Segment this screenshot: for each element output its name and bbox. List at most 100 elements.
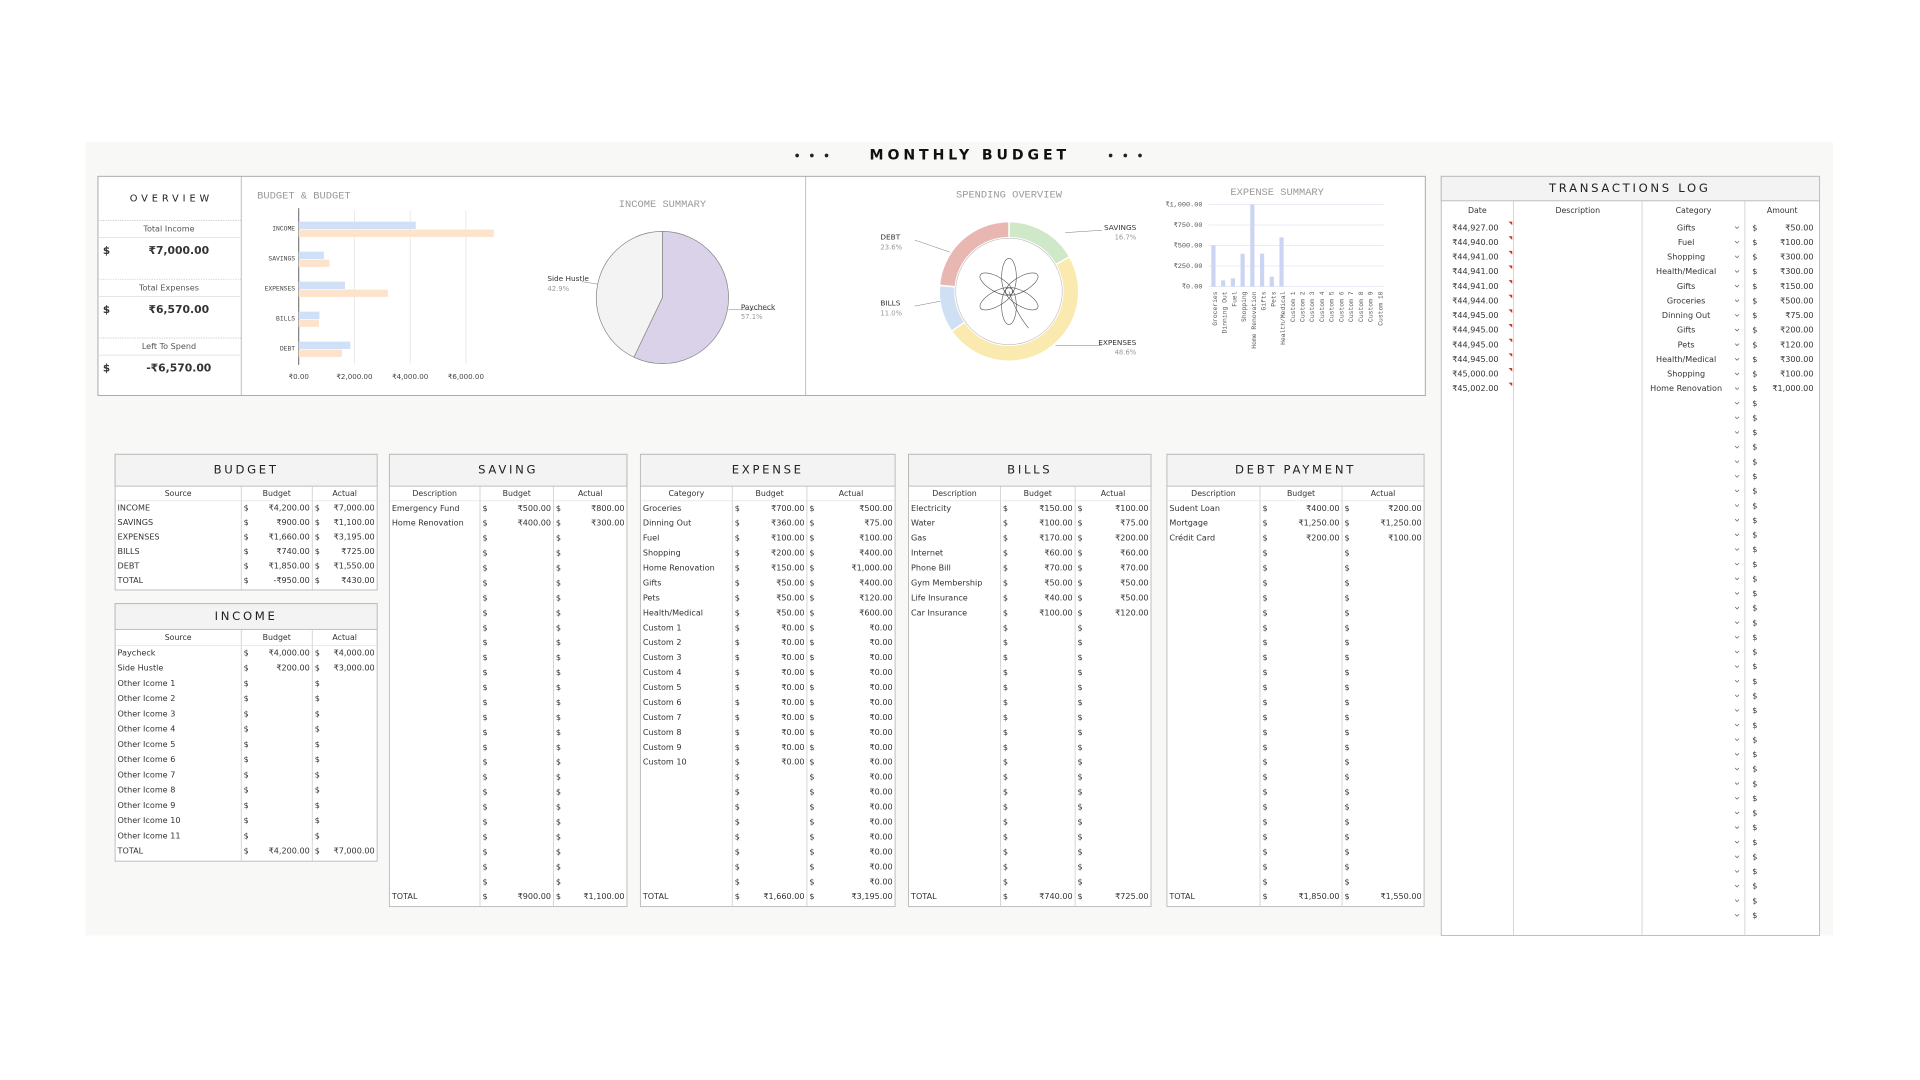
currency: $	[1262, 727, 1267, 737]
currency: $	[1262, 772, 1267, 782]
column-bar	[1230, 278, 1235, 287]
currency: $	[1752, 793, 1757, 803]
x-tick-label: ₹6,000.00	[448, 372, 485, 381]
currency: $	[1344, 861, 1349, 871]
comment-marker	[1508, 382, 1513, 387]
currency: $	[556, 682, 561, 692]
log-amount: ₹150.00	[1780, 281, 1813, 291]
currency: $	[1344, 622, 1349, 632]
dropdown-chevron	[1734, 694, 1740, 698]
log-amount: ₹120.00	[1780, 339, 1813, 349]
currency: $	[315, 663, 320, 673]
cell-value: ₹0.00	[870, 682, 893, 692]
currency: $	[1752, 778, 1757, 788]
log-frame	[1440, 175, 1821, 936]
currency: $	[735, 667, 740, 677]
cell-value: ₹725.00	[1115, 891, 1148, 901]
currency: $	[315, 708, 320, 718]
row-label: Electricity	[911, 503, 951, 513]
dropdown-chevron	[1734, 723, 1740, 727]
currency: $	[809, 772, 814, 782]
table-title-band	[908, 453, 1152, 487]
cell-value: ₹4,000.00	[269, 647, 310, 657]
cell-value: ₹1,550.00	[334, 560, 375, 570]
row-label: Custom 2	[643, 637, 682, 647]
column-header: Category	[668, 489, 704, 498]
comment-marker	[1508, 338, 1513, 343]
column-header: Description	[1191, 489, 1236, 498]
row-label: Custom 6	[643, 697, 682, 707]
dropdown-chevron	[1734, 796, 1740, 800]
log-amount: ₹100.00	[1780, 237, 1813, 247]
dropdown-chevron	[1734, 518, 1740, 522]
dropdown-chevron	[1734, 826, 1740, 829]
row-label: Other Icome 1	[118, 678, 176, 688]
x-tick-label: Groceries	[1212, 291, 1219, 326]
cell-value: ₹1,100.00	[334, 517, 375, 527]
currency: $	[1344, 548, 1349, 558]
column-header: Budget	[1024, 489, 1052, 498]
currency: $	[1344, 652, 1349, 662]
currency: $	[1262, 682, 1267, 692]
x-tick-label: Custom 5	[1329, 291, 1336, 322]
dropdown-chevron	[1734, 753, 1740, 756]
currency: $	[1262, 817, 1267, 827]
column-header: Budget	[263, 633, 291, 642]
currency: $	[482, 667, 487, 677]
currency: $	[1344, 607, 1349, 617]
cell-value: ₹200.00	[771, 548, 804, 558]
row-label: Gas	[911, 533, 926, 543]
currency: $	[315, 517, 320, 527]
dropdown-chevron	[1734, 665, 1740, 668]
currency: $	[1078, 757, 1083, 767]
currency: $	[244, 517, 249, 527]
currency: $	[735, 831, 740, 841]
currency: $	[735, 727, 740, 737]
column-bar	[1279, 237, 1284, 287]
column-bar	[1269, 276, 1274, 287]
dropdown-chevron	[1734, 840, 1740, 844]
currency: $	[1752, 252, 1757, 262]
currency: $	[1344, 592, 1349, 602]
currency: $	[556, 652, 561, 662]
cell-value: ₹3,195.00	[852, 891, 893, 901]
currency: $	[1078, 712, 1083, 722]
log-amount: ₹300.00	[1780, 266, 1813, 276]
cell-value: -₹950.00	[273, 575, 309, 585]
currency: $	[556, 846, 561, 856]
currency: $	[1078, 742, 1083, 752]
currency: $	[556, 667, 561, 677]
currency: $	[482, 787, 487, 797]
currency: $	[1078, 891, 1083, 901]
currency: $	[1078, 577, 1083, 587]
currency: $	[1262, 518, 1267, 528]
currency: $	[1262, 577, 1267, 587]
cell-value: ₹0.00	[781, 667, 804, 677]
currency: $	[482, 503, 487, 513]
log-date: ₹44,945.00	[1452, 339, 1498, 349]
currency: $	[315, 785, 320, 795]
currency: $	[735, 802, 740, 812]
currency: $	[1262, 652, 1267, 662]
currency: $	[1344, 727, 1349, 737]
currency: $	[1003, 861, 1008, 871]
cell-value: ₹0.00	[870, 861, 893, 871]
table-frame	[1166, 453, 1425, 908]
log-amount: ₹75.00	[1785, 310, 1813, 320]
row-label: Mortgage	[1169, 518, 1208, 528]
currency: $	[809, 802, 814, 812]
currency: $	[735, 817, 740, 827]
currency: $	[809, 876, 814, 886]
currency: $	[1078, 637, 1083, 647]
row-label: Other Icome 6	[118, 754, 176, 764]
dropdown-chevron	[1734, 270, 1740, 273]
dropdown-chevron	[1734, 870, 1740, 873]
log-amount: ₹300.00	[1780, 354, 1813, 364]
cell-value: ₹360.00	[771, 518, 804, 528]
cell-value: ₹50.00	[776, 577, 804, 587]
currency: $	[1078, 861, 1083, 871]
currency: $	[735, 891, 740, 901]
bar	[298, 349, 342, 357]
table-title: DEBT PAYMENT	[1235, 463, 1356, 477]
currency: $	[1078, 503, 1083, 513]
